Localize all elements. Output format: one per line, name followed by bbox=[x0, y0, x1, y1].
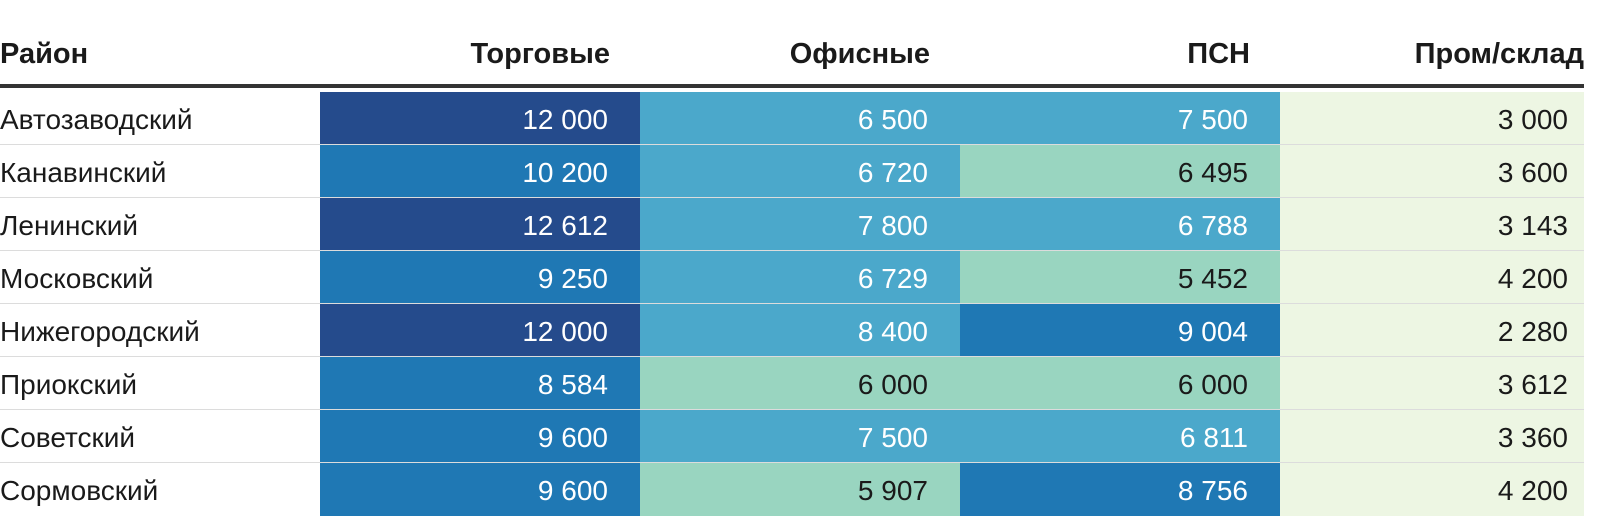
row-divider bbox=[0, 409, 1584, 410]
value-cell: 3 600 bbox=[1280, 145, 1584, 198]
district-name: Советский bbox=[0, 422, 136, 453]
district-name: Канавинский bbox=[0, 157, 167, 188]
value-cell: 4 200 bbox=[1280, 463, 1584, 516]
value-cell: 7 500 bbox=[960, 92, 1280, 145]
value-cell: 9 004 bbox=[960, 304, 1280, 357]
value-cell: 9 600 bbox=[320, 410, 640, 463]
row-divider bbox=[0, 462, 1584, 463]
row-divider bbox=[0, 303, 1584, 304]
column-header-district: Район bbox=[0, 38, 89, 70]
value-cell: 10 200 bbox=[320, 145, 640, 198]
district-name: Автозаводский bbox=[0, 104, 193, 135]
value-cell: 4 200 bbox=[1280, 251, 1584, 304]
value-cell: 6 495 bbox=[960, 145, 1280, 198]
value-cell: 8 400 bbox=[640, 304, 960, 357]
value-cell: 6 000 bbox=[960, 357, 1280, 410]
table-row: Московский 9 250 6 729 5 452 4 200 bbox=[0, 251, 1584, 304]
value-cell: 2 280 bbox=[1280, 304, 1584, 357]
value-cell: 3 360 bbox=[1280, 410, 1584, 463]
column-header-retail: Торговые bbox=[470, 38, 610, 70]
row-divider bbox=[0, 144, 1584, 145]
value-cell: 6 788 bbox=[960, 198, 1280, 251]
value-cell: 6 000 bbox=[640, 357, 960, 410]
column-header-psn: ПСН bbox=[1187, 38, 1250, 70]
value-cell: 6 811 bbox=[960, 410, 1280, 463]
district-name: Приокский bbox=[0, 369, 138, 400]
value-cell: 9 250 bbox=[320, 251, 640, 304]
row-divider bbox=[0, 356, 1584, 357]
table-row: Сормовский 9 600 5 907 8 756 4 200 bbox=[0, 463, 1584, 516]
column-header-industrial: Пром/склад bbox=[1414, 38, 1584, 70]
district-name: Нижегородский bbox=[0, 316, 200, 347]
value-cell: 6 720 bbox=[640, 145, 960, 198]
value-cell: 7 800 bbox=[640, 198, 960, 251]
value-cell: 7 500 bbox=[640, 410, 960, 463]
value-cell: 12 000 bbox=[320, 92, 640, 145]
value-cell: 8 584 bbox=[320, 357, 640, 410]
table-row: Приокский 8 584 6 000 6 000 3 612 bbox=[0, 357, 1584, 410]
value-cell: 12 000 bbox=[320, 304, 640, 357]
table-header: Район Торговые Офисные ПСН Пром/склад bbox=[0, 0, 1584, 88]
district-name: Ленинский bbox=[0, 210, 139, 241]
value-cell: 12 612 bbox=[320, 198, 640, 251]
value-cell: 5 452 bbox=[960, 251, 1280, 304]
row-divider bbox=[0, 197, 1584, 198]
value-cell: 3 612 bbox=[1280, 357, 1584, 410]
value-cell: 9 600 bbox=[320, 463, 640, 516]
value-cell: 6 729 bbox=[640, 251, 960, 304]
value-cell: 6 500 bbox=[640, 92, 960, 145]
table-row: Автозаводский 12 000 6 500 7 500 3 000 bbox=[0, 92, 1584, 145]
value-cell: 8 756 bbox=[960, 463, 1280, 516]
table-row: Нижегородский 12 000 8 400 9 004 2 280 bbox=[0, 304, 1584, 357]
table-row: Советский 9 600 7 500 6 811 3 360 bbox=[0, 410, 1584, 463]
district-name: Сормовский bbox=[0, 475, 159, 506]
district-name: Московский bbox=[0, 263, 154, 294]
value-cell: 3 143 bbox=[1280, 198, 1584, 251]
table-row: Ленинский 12 612 7 800 6 788 3 143 bbox=[0, 198, 1584, 251]
row-divider bbox=[0, 250, 1584, 251]
value-cell: 3 000 bbox=[1280, 92, 1584, 145]
table-row: Канавинский 10 200 6 720 6 495 3 600 bbox=[0, 145, 1584, 198]
value-cell: 5 907 bbox=[640, 463, 960, 516]
column-header-office: Офисные bbox=[789, 38, 930, 70]
